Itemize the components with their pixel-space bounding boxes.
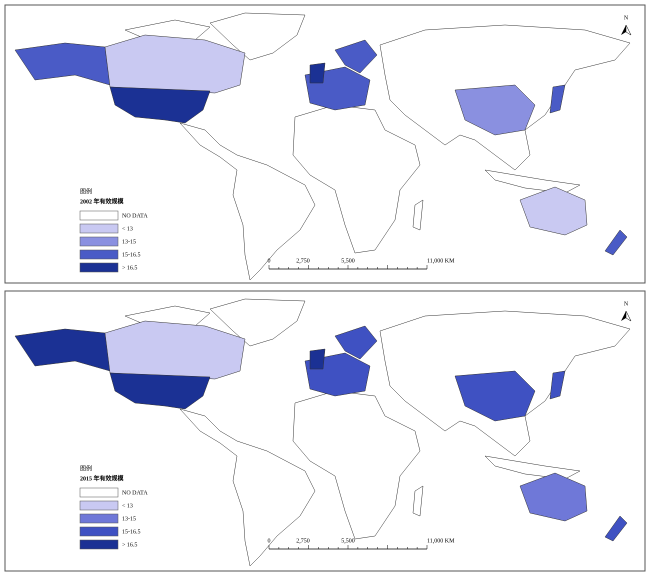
scale-label: 11,000 KM [427,538,455,544]
scale-label: 2,750 [296,538,310,544]
legend-swatch [79,210,119,221]
legend-heading: 图例 [80,464,92,472]
scale-label: 5,500 [341,258,355,264]
legend: 图例 2015 年有效规模 NO DATA < 13 13-15 15-16.5 > 16.… [79,464,148,550]
scale-bar: 0 2,750 5,500 11,000 KM [268,538,455,550]
legend-title: 2015 年有效规模 [80,474,125,482]
scale-label: 0 [268,258,271,264]
legend-label: 13-15 [122,239,136,245]
north-label: N [624,15,629,21]
legend-label: < 13 [122,503,133,509]
legend-label: NO DATA [122,213,148,219]
legend-label: < 13 [122,226,133,232]
legend-label: > 16.5 [122,542,137,548]
legend-label: 13-15 [122,516,136,522]
scale-label: 2,750 [296,258,310,264]
legend-swatch [79,236,119,247]
map-panel: 图例 2002 年有效规模 NO DATA < 13 13-15 15-16.5 > 16.… [4,4,646,284]
scale-label: 0 [268,538,271,544]
legend-swatch [79,262,119,273]
north-arrow: N [621,301,632,322]
legend-label: 15-16.5 [122,529,141,535]
legend-swatch [79,249,119,260]
legend-title: 2002 年有效规模 [80,197,125,205]
map-panel: 图例 2015 年有效规模 NO DATA < 13 13-15 15-16.5 > 16.… [4,290,646,572]
legend-swatch [79,526,119,537]
north-arrow: N [621,15,632,36]
scale-label: 11,000 KM [427,258,455,264]
legend-swatch [79,539,119,550]
legend: 图例 2002 年有效规模 NO DATA < 13 13-15 15-16.5 > 16.… [79,187,148,273]
scale-bar: 0 2,750 5,500 11,000 KM [268,258,455,270]
legend-swatch [79,223,119,234]
legend-swatch [79,500,119,511]
scale-label: 5,500 [341,538,355,544]
legend-label: 15-16.5 [122,252,141,258]
north-label: N [624,301,629,307]
legend-swatch [79,513,119,524]
legend-heading: 图例 [80,187,92,195]
legend-label: NO DATA [122,490,148,496]
legend-label: > 16.5 [122,265,137,271]
legend-swatch [79,487,119,498]
